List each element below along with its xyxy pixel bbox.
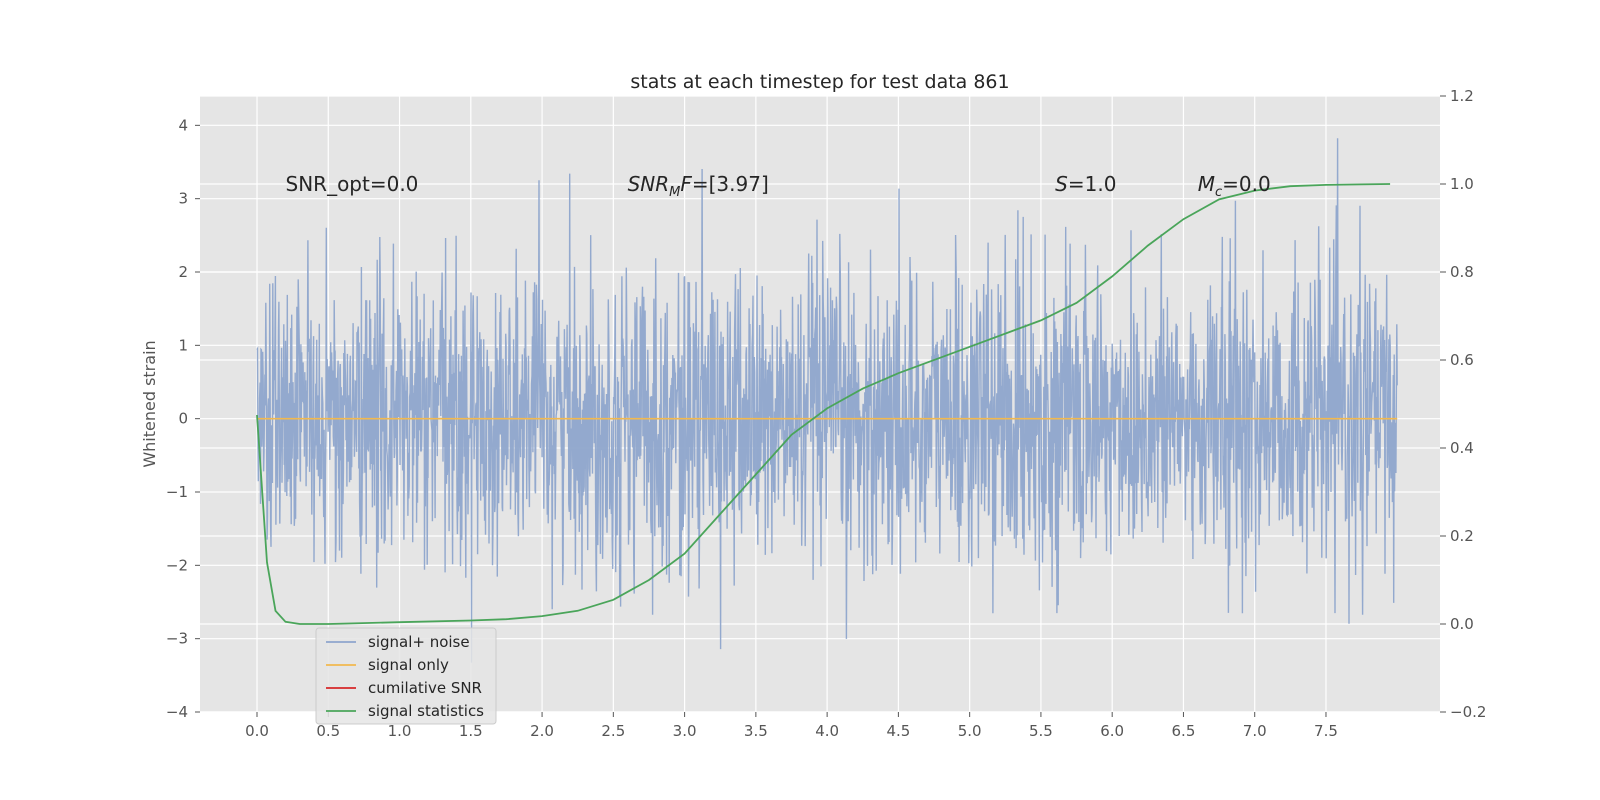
legend-label: signal statistics (368, 702, 484, 720)
y-tick-label: −1 (166, 483, 188, 501)
chart-title: stats at each timestep for test data 861 (630, 71, 1009, 93)
y-tick-label: 1 (178, 336, 188, 354)
y2-tick-label: 0.4 (1450, 439, 1474, 457)
y-tick-label: 2 (178, 263, 188, 281)
y-tick-label: 0 (178, 410, 188, 428)
legend-label: signal+ noise (368, 633, 470, 651)
x-tick-label: 1.5 (459, 722, 483, 740)
y2-tick-label: 0.6 (1450, 351, 1474, 369)
y-axis-label: Whitened strain (140, 340, 159, 467)
series-line-signal-statistics (256, 183, 1391, 625)
y-tick-label: 4 (178, 116, 188, 134)
annotation-0: SNR_opt=0.0 (286, 172, 419, 196)
x-tick-label: 4.5 (886, 722, 910, 740)
x-tick-label: 7.0 (1243, 722, 1267, 740)
y-tick-label: −4 (166, 703, 188, 721)
y2-tick-label: 1.0 (1450, 175, 1474, 193)
axis-ticks: 0.0 0.5 1.0 1.5 2.0 2.5 3.0 3.5 4.0 4.5 5.0 5.5 6.0 6… (166, 87, 1487, 740)
y2-tick-label: 0.2 (1450, 527, 1474, 545)
x-tick-label: 6.5 (1172, 722, 1196, 740)
x-tick-label: 6.0 (1100, 722, 1124, 740)
y2-tick-label: 0.8 (1450, 263, 1474, 281)
x-tick-label: 4.0 (815, 722, 839, 740)
x-tick-label: 3.5 (744, 722, 768, 740)
annotation-1: SNRMF=[3.97] (628, 172, 769, 200)
legend-label: cumilative SNR (368, 679, 482, 697)
x-tick-label: 3.0 (673, 722, 697, 740)
legend: signal+ noise signal only cumilative SNR si… (315, 627, 497, 725)
y-tick-label: 3 (178, 190, 188, 208)
y-tick-label: −2 (166, 556, 188, 574)
y2-tick-label: −0.2 (1450, 703, 1486, 721)
y2-tick-label: 0.0 (1450, 615, 1474, 633)
x-tick-label: 2.5 (601, 722, 625, 740)
x-tick-label: 5.5 (1029, 722, 1053, 740)
x-tick-label: 1.0 (388, 722, 412, 740)
x-tick-label: 5.0 (958, 722, 982, 740)
x-tick-label: 7.5 (1314, 722, 1338, 740)
x-tick-label: 0.0 (245, 722, 269, 740)
x-tick-label: 0.5 (316, 722, 340, 740)
y2-tick-label: 1.2 (1450, 87, 1474, 105)
annotation-3: Mc=0.0 (1198, 172, 1271, 200)
x-tick-label: 2.0 (530, 722, 554, 740)
legend-label: signal only (368, 656, 449, 674)
series-layer (256, 138, 1398, 663)
y-tick-label: −3 (166, 630, 188, 648)
legend-box (315, 627, 497, 725)
series-line-signal-noise (256, 138, 1398, 663)
annotation-2: S=1.0 (1055, 172, 1116, 196)
annotations: SNR_opt=0.0 SNRMF=[3.97] S=1.0 Mc=0.0 (286, 172, 1271, 200)
